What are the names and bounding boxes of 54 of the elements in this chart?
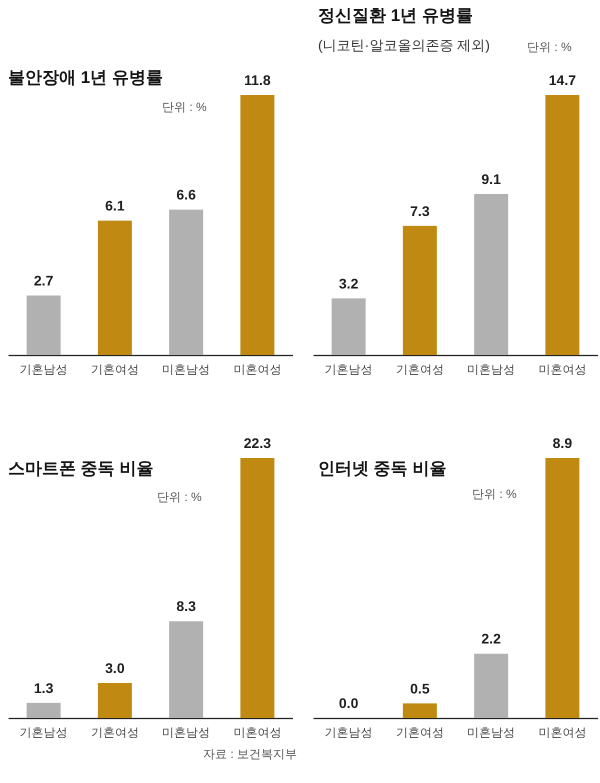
- bar: [474, 194, 508, 355]
- data-label: 1.3: [34, 680, 54, 696]
- chart-title: 인터넷 중독 비율: [318, 459, 446, 480]
- x-tick-label: 기혼남성: [20, 362, 68, 376]
- data-label: 9.1: [481, 171, 502, 188]
- text: 단위 : %: [527, 40, 572, 54]
- bar: [545, 95, 580, 355]
- annotation: 단위 : %: [472, 487, 517, 502]
- data-label: 0.0: [338, 695, 359, 711]
- x-tick-label: 미혼남성: [467, 362, 516, 376]
- x-tick-label: 미혼남성: [162, 362, 210, 376]
- data-label: 8.9: [552, 435, 572, 451]
- data-label: 0.5: [410, 680, 430, 696]
- x-tick-label: 미혼남성: [162, 726, 210, 740]
- x-tick-label: 미혼여성: [538, 726, 586, 740]
- bar: [169, 621, 204, 718]
- x-tick-label: 기혼남성: [20, 726, 68, 740]
- x-tick-label: 미혼여성: [233, 726, 282, 740]
- bar: [26, 296, 61, 355]
- x-tick-label: 기혼남성: [324, 726, 373, 740]
- x-tick-label: 기혼남성: [324, 362, 373, 376]
- bar: [240, 95, 274, 355]
- bar: [240, 458, 274, 718]
- bar: [332, 298, 366, 355]
- bar: [402, 226, 437, 355]
- data-label: 3.2: [338, 275, 359, 292]
- bar: [26, 702, 61, 718]
- x-tick-label: 미혼여성: [538, 362, 586, 376]
- chart-title: 스마트폰 중독 비율: [8, 459, 154, 480]
- data-label: 6.1: [105, 198, 125, 214]
- bar: [98, 683, 132, 718]
- data-label: 6.6: [176, 186, 196, 203]
- data-label: 11.8: [244, 72, 271, 88]
- chart-title: 불안장애 1년 유병률: [8, 68, 163, 88]
- annotation: 단위 : %: [162, 100, 207, 114]
- text: 자료 : 보건복지부: [203, 747, 298, 762]
- x-tick-label: 미혼남성: [467, 726, 516, 740]
- x-tick-label: 미혼여성: [233, 362, 282, 376]
- x-tick-label: 기혼여성: [396, 362, 444, 376]
- annotation: 단위 : %: [157, 490, 202, 504]
- x-tick-label: 기혼여성: [90, 726, 139, 740]
- x-tick-label: 기혼여성: [396, 726, 444, 740]
- bar: [98, 220, 132, 355]
- data-label: 22.3: [244, 435, 272, 451]
- data-label: 2.7: [34, 272, 54, 289]
- data-label: 8.3: [176, 598, 196, 614]
- chart-title: 정신질환 1년 유병률: [318, 6, 473, 26]
- data-label: 7.3: [410, 202, 430, 219]
- chart-subtitle: (니코틴·알코올의존증 제외): [318, 37, 490, 54]
- bar: [169, 210, 204, 355]
- data-label: 2.2: [481, 630, 502, 647]
- x-tick-label: 기혼여성: [90, 362, 139, 376]
- data-label: 14.7: [548, 72, 576, 88]
- data-label: 3.0: [105, 660, 125, 676]
